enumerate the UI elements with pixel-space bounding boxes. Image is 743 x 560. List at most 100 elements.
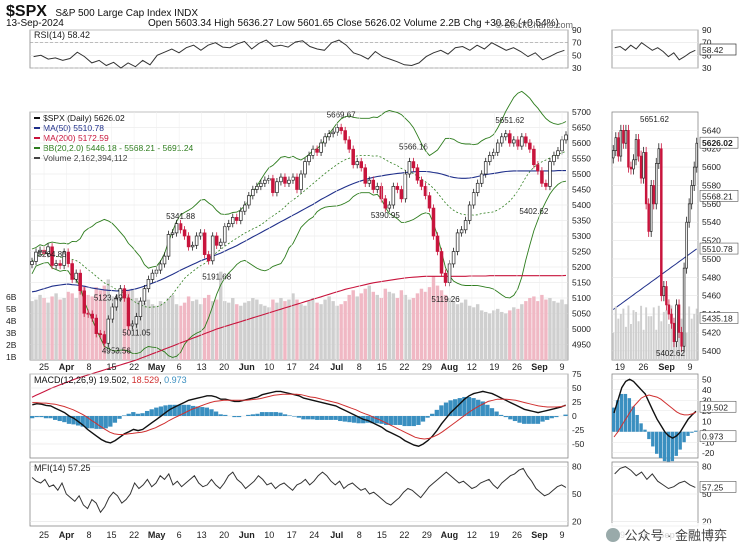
candle-body [251, 189, 255, 197]
candle-body [544, 182, 548, 187]
macd-label-part: , [159, 375, 164, 385]
macd-histogram-bar [324, 416, 329, 420]
macd-histogram-bar [34, 416, 39, 418]
candle-body [78, 272, 82, 292]
candle-body [367, 179, 372, 184]
volume-bar [170, 294, 175, 360]
price-pf-x-tick: 26 [638, 362, 648, 372]
macd-histogram-bar [80, 416, 85, 427]
candle-body-pf [685, 221, 688, 269]
bottom-x-tick: 8 [87, 530, 92, 540]
volume-bar [118, 299, 123, 360]
volume-bar-pf [627, 305, 630, 360]
candle-body [86, 312, 90, 315]
volume-bar [182, 302, 187, 360]
bottom-x-tick: 25 [39, 530, 49, 540]
price-pf-value-label: 5626.02 [702, 138, 733, 148]
volume-bar [544, 299, 548, 360]
volume-bar-pf [655, 329, 658, 360]
candle-body-pf [624, 130, 628, 144]
candle-body [210, 235, 215, 262]
macd-histogram-bar [259, 412, 265, 416]
price-tick-label: 5100 [572, 293, 591, 303]
ma50-line-pf [612, 248, 697, 310]
candle-body-pf [632, 159, 635, 170]
macd-histogram-bar [167, 404, 173, 416]
candle-body [552, 155, 556, 162]
candle-body [451, 251, 456, 265]
chart-date: 13-Sep-2024 [6, 18, 64, 29]
price-pf-value-box [699, 312, 739, 324]
volume-bar [78, 291, 82, 360]
macd-pf-tick-label: 50 [702, 374, 712, 384]
macd-histogram-bar [232, 416, 237, 418]
price-annotation: 5651.62 [495, 116, 524, 125]
volume-bar [415, 293, 420, 360]
candle-body [114, 297, 119, 308]
price-pf-tick-label: 5600 [702, 162, 721, 172]
volume-bar [508, 310, 512, 360]
macd-histogram-bar [503, 416, 508, 418]
legend-swatch [34, 157, 40, 159]
volume-bar-pf [688, 306, 691, 360]
candle-body [399, 189, 404, 200]
bottom-x-tick: 8 [357, 530, 362, 540]
price-x-tick: 19 [489, 362, 499, 372]
candle-body [182, 229, 187, 237]
candle-body [508, 133, 512, 144]
price-pf-x-tick: 9 [687, 362, 692, 372]
price-pf-value-box [699, 242, 739, 255]
rsi-tick-label: 50 [572, 50, 582, 60]
macd-histogram-bar [190, 405, 196, 416]
volume-bar-pf [614, 306, 617, 360]
candle-body [38, 249, 42, 253]
candle-body-pf [619, 130, 623, 157]
price-tick-label: 5350 [572, 216, 591, 226]
macd-histogram-bar [315, 416, 320, 420]
candle-body [287, 179, 291, 184]
macd-histogram-bar [480, 401, 485, 416]
macd-histogram-bar [52, 416, 58, 420]
candle-body [142, 288, 147, 302]
volume-bar [463, 299, 468, 360]
bottom-x-tick: 15 [377, 530, 387, 540]
candle-body [307, 155, 311, 162]
macd-histogram-bar [388, 416, 393, 425]
macd-pf-signal-line [613, 394, 697, 438]
volume-bar [516, 308, 520, 360]
price-tick-label: 5200 [572, 262, 591, 272]
volume-bar [407, 299, 412, 360]
volume-bar [279, 298, 283, 360]
macd-histogram-bar [250, 414, 256, 416]
price-annotation: 5390.95 [371, 211, 400, 220]
candle-body [411, 161, 416, 169]
candle-body [46, 246, 50, 255]
volume-bar [391, 293, 396, 360]
bottom-x-tick: 26 [512, 530, 522, 540]
price-annotation: 4953.56 [102, 346, 131, 355]
macd-pf-value-label: 0.973 [702, 432, 724, 442]
bottom-x-tick: Jun [239, 530, 255, 540]
price-x-tick: 12 [467, 362, 477, 372]
volume-bar [532, 296, 536, 360]
candle-body-pf [657, 148, 661, 164]
macd-histogram-bar [397, 416, 403, 425]
macd-line [32, 390, 566, 447]
volume-bar [227, 302, 231, 360]
candle-body [106, 318, 111, 344]
candle-body [150, 272, 155, 280]
volume-bar [504, 313, 508, 360]
bollinger-lower [31, 180, 567, 358]
macd-pf-histogram-bar [627, 398, 632, 432]
macd-histogram-bar [117, 416, 122, 419]
volume-bar [66, 291, 70, 360]
rsi-pf-tick-label: 90 [702, 25, 712, 35]
macd-histogram-bar [563, 414, 568, 416]
price-x-tick: 10 [264, 362, 274, 372]
candle-body [391, 186, 396, 206]
macd-histogram-bar [126, 413, 131, 416]
candle-body [54, 263, 58, 266]
price-pf-value-label: 5510.78 [702, 244, 733, 254]
macd-pf-histogram-bar [658, 431, 663, 458]
